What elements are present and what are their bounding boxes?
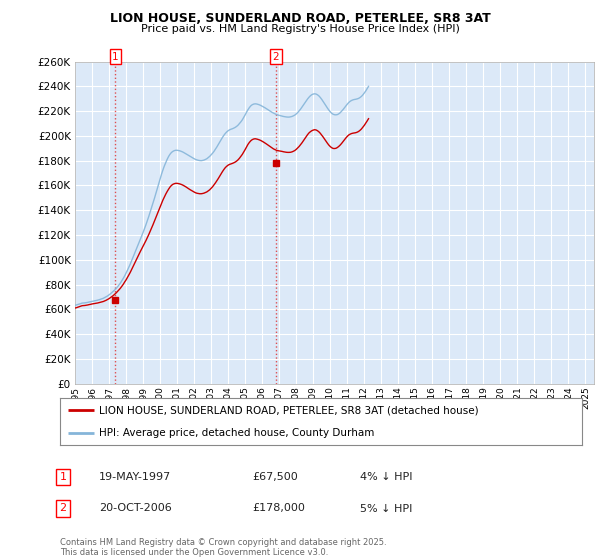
Text: £67,500: £67,500 <box>252 472 298 482</box>
Text: 1: 1 <box>59 472 67 482</box>
Text: 2: 2 <box>272 52 279 62</box>
Text: 1: 1 <box>112 52 119 62</box>
Text: £178,000: £178,000 <box>252 503 305 514</box>
Text: Price paid vs. HM Land Registry's House Price Index (HPI): Price paid vs. HM Land Registry's House … <box>140 24 460 34</box>
Text: 4% ↓ HPI: 4% ↓ HPI <box>360 472 413 482</box>
Text: Contains HM Land Registry data © Crown copyright and database right 2025.
This d: Contains HM Land Registry data © Crown c… <box>60 538 386 557</box>
Text: LION HOUSE, SUNDERLAND ROAD, PETERLEE, SR8 3AT: LION HOUSE, SUNDERLAND ROAD, PETERLEE, S… <box>110 12 490 25</box>
Text: 2: 2 <box>59 503 67 514</box>
Text: 5% ↓ HPI: 5% ↓ HPI <box>360 503 412 514</box>
Text: LION HOUSE, SUNDERLAND ROAD, PETERLEE, SR8 3AT (detached house): LION HOUSE, SUNDERLAND ROAD, PETERLEE, S… <box>99 405 479 416</box>
Text: HPI: Average price, detached house, County Durham: HPI: Average price, detached house, Coun… <box>99 428 374 438</box>
Text: 20-OCT-2006: 20-OCT-2006 <box>99 503 172 514</box>
Text: 19-MAY-1997: 19-MAY-1997 <box>99 472 171 482</box>
